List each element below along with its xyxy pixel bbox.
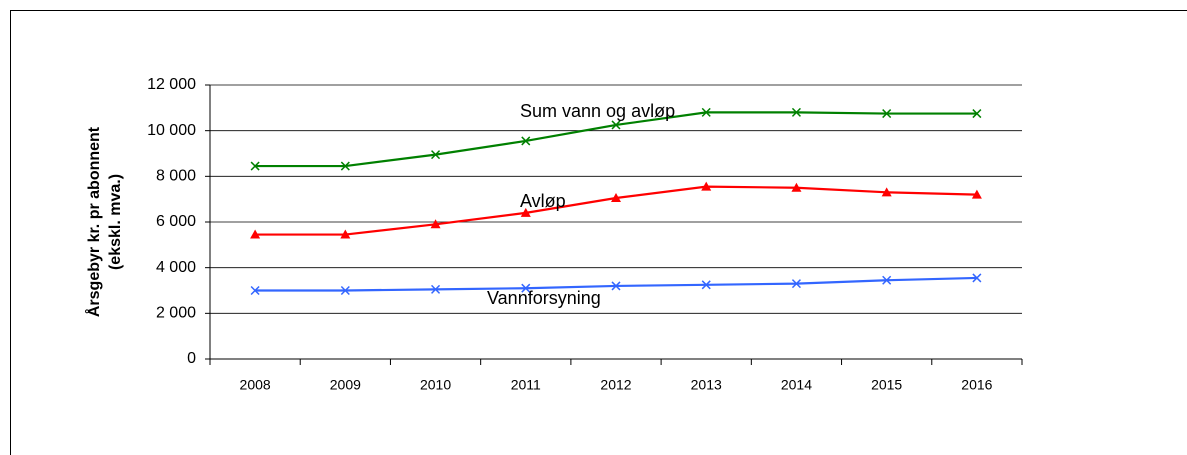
x-tick-label: 2009: [330, 377, 361, 393]
series-line: [255, 276, 977, 292]
marker: [701, 280, 711, 290]
y-tick-label: 2 000: [156, 305, 196, 322]
marker: [430, 219, 441, 229]
x-tick-label: 2016: [961, 377, 992, 393]
marker: [791, 107, 801, 117]
marker: [250, 229, 261, 239]
y-axis-label: (ekskl. mva.): [107, 174, 124, 270]
marker: [521, 136, 531, 146]
marker: [611, 120, 621, 130]
marker: [882, 109, 892, 119]
marker: [972, 109, 982, 119]
series-label: Avløp: [520, 191, 566, 211]
marker: [701, 107, 711, 117]
marker: [791, 182, 802, 192]
x-tick-label: 2012: [600, 377, 631, 393]
marker: [791, 279, 801, 289]
y-axis-label: Årsgebyr kr. pr abonnent: [84, 126, 103, 317]
y-tick-label: 6 000: [156, 213, 196, 230]
x-tick-label: 2014: [781, 377, 812, 393]
x-tick-label: 2013: [691, 377, 722, 393]
marker: [431, 150, 441, 160]
marker: [611, 281, 621, 291]
marker: [520, 207, 531, 217]
marker: [972, 273, 982, 283]
y-tick-label: 12 000: [147, 76, 196, 93]
marker: [340, 285, 350, 296]
marker: [250, 285, 260, 296]
marker: [881, 187, 892, 197]
x-tick-label: 2015: [871, 377, 902, 393]
marker: [882, 275, 892, 285]
x-tick-label: 2011: [511, 377, 541, 393]
marker: [340, 229, 351, 239]
y-tick-label: 4 000: [156, 259, 196, 276]
series-label: Sum vann og avløp: [520, 101, 675, 121]
marker: [431, 284, 441, 294]
x-tick-label: 2010: [420, 377, 451, 393]
y-tick-label: 10 000: [147, 122, 196, 139]
marker: [971, 189, 982, 199]
series-label: Vannforsyning: [487, 288, 601, 308]
marker: [701, 181, 712, 191]
y-tick-label: 0: [187, 350, 196, 367]
chart-frame: [10, 10, 1187, 455]
x-tick-label: 2008: [240, 377, 271, 393]
marker: [611, 193, 621, 203]
marker: [340, 161, 350, 171]
marker: [521, 283, 531, 293]
marker: [250, 161, 260, 171]
y-tick-label: 8 000: [156, 168, 196, 185]
